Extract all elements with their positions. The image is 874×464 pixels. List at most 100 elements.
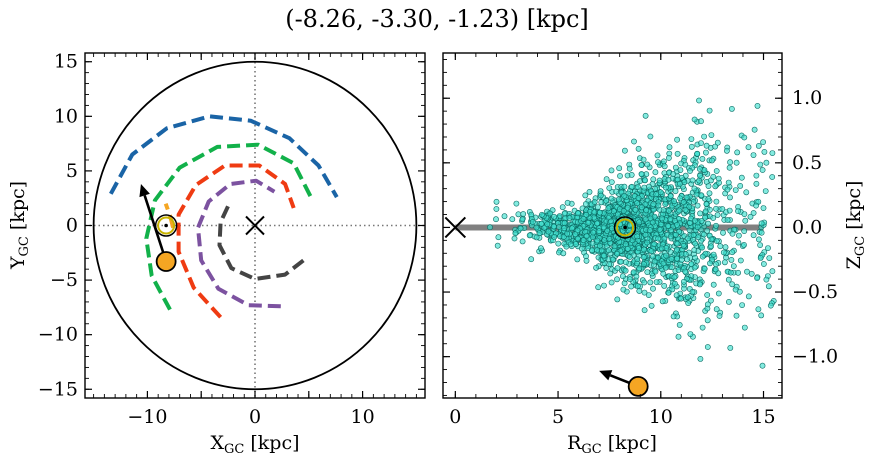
scatter-point [665, 289, 672, 296]
scatter-point [727, 194, 733, 201]
rz-motion-arrow-head [599, 370, 613, 381]
scatter-point [607, 270, 614, 277]
scatter-point [572, 241, 579, 247]
scatter-point [690, 232, 697, 238]
scatter-point [730, 263, 737, 269]
scatter-point [767, 302, 774, 309]
scatter-point [601, 252, 607, 259]
figure-title: (-8.26, -3.30, -1.23) [kpc] [285, 5, 589, 33]
scatter-point [741, 134, 748, 141]
scatter-point [641, 246, 647, 253]
scatter-point [672, 280, 678, 287]
xy-ytick-label-2: −5 [50, 269, 78, 291]
scatter-point [710, 173, 717, 180]
scatter-point [682, 161, 689, 168]
galaxy-boundary-circle [92, 60, 418, 391]
scatter-point [691, 264, 698, 271]
scatter-point [663, 252, 670, 259]
scatter-point [688, 143, 695, 150]
scatter-point [688, 136, 695, 142]
scatter-point [674, 221, 680, 228]
scatter-point [622, 241, 629, 248]
scatter-point [655, 235, 662, 242]
xy-xtick-label-4: 10 [351, 406, 375, 428]
scatter-point [743, 189, 750, 196]
scatter-point [765, 283, 772, 290]
scatter-point [695, 234, 702, 241]
scatter-point [735, 239, 742, 246]
scatter-point [591, 199, 598, 205]
scatter-point [755, 142, 762, 149]
scatter-point [725, 179, 732, 186]
scatter-point [667, 233, 674, 240]
scatter-point [677, 195, 684, 202]
scatter-point [747, 213, 754, 220]
scatter-point [520, 211, 527, 217]
rz-y-label-sub: GC [853, 236, 868, 256]
scatter-point [666, 155, 672, 161]
scatter-point [701, 265, 708, 272]
scatter-point [617, 173, 623, 179]
scatter-point [651, 258, 658, 265]
scatter-point [722, 259, 728, 266]
scatter-point [634, 283, 641, 289]
scatter-point [713, 198, 720, 205]
scatter-point [601, 282, 607, 289]
scatter-point [605, 247, 612, 254]
scatter-point [704, 227, 711, 234]
scatter-point [707, 260, 713, 267]
scatter-point [722, 244, 729, 251]
scatter-point [729, 230, 736, 237]
star-marker-rz [627, 375, 649, 397]
scatter-point [689, 177, 696, 184]
scatter-point [512, 230, 519, 237]
scatter-point [608, 279, 615, 286]
scatter-point [739, 302, 745, 308]
scatter-point [583, 233, 590, 240]
scatter-point [703, 149, 709, 156]
scatter-point [687, 168, 693, 174]
scatter-point [642, 112, 649, 119]
scatter-point [684, 256, 690, 263]
scatter-point [641, 307, 648, 314]
scatter-point [556, 224, 562, 230]
scatter-point [674, 150, 681, 157]
scatter-point [706, 190, 713, 197]
scatter-point [745, 293, 752, 300]
scatter-point [673, 231, 679, 238]
scatter-point [533, 224, 540, 231]
scatter-point [689, 288, 696, 295]
scatter-point [519, 216, 526, 223]
scatter-point [551, 213, 557, 220]
scatter-point [701, 133, 707, 140]
scatter-point [652, 169, 659, 176]
scatter-point [596, 228, 603, 235]
rz-ytick-label-3: −0.5 [792, 281, 838, 303]
scatter-point [652, 268, 659, 275]
scatter-point [493, 198, 500, 205]
scatter-point [650, 176, 657, 183]
scatter-point [705, 220, 711, 227]
scatter-point [741, 211, 748, 217]
scatter-point [728, 256, 735, 263]
scatter-point [644, 269, 651, 275]
scatter-point [547, 210, 554, 217]
scatter-point [698, 192, 705, 199]
scatter-point [596, 242, 603, 249]
scatter-point [536, 230, 543, 237]
scatter-point [682, 268, 689, 275]
scatter-point [741, 241, 747, 248]
scatter-point [714, 212, 721, 218]
rz-x-label-sub: GC [581, 442, 601, 457]
xy-ytick-label-0: −15 [38, 378, 78, 400]
scatter-point [630, 269, 637, 276]
scatter-point [724, 186, 731, 193]
scatter-point [561, 220, 568, 226]
scatter-point [668, 227, 674, 234]
scatter-point [753, 180, 760, 187]
scatter-point [590, 229, 597, 236]
scatter-point [681, 278, 687, 285]
scatter-point [655, 159, 661, 166]
scatter-point [758, 229, 765, 236]
